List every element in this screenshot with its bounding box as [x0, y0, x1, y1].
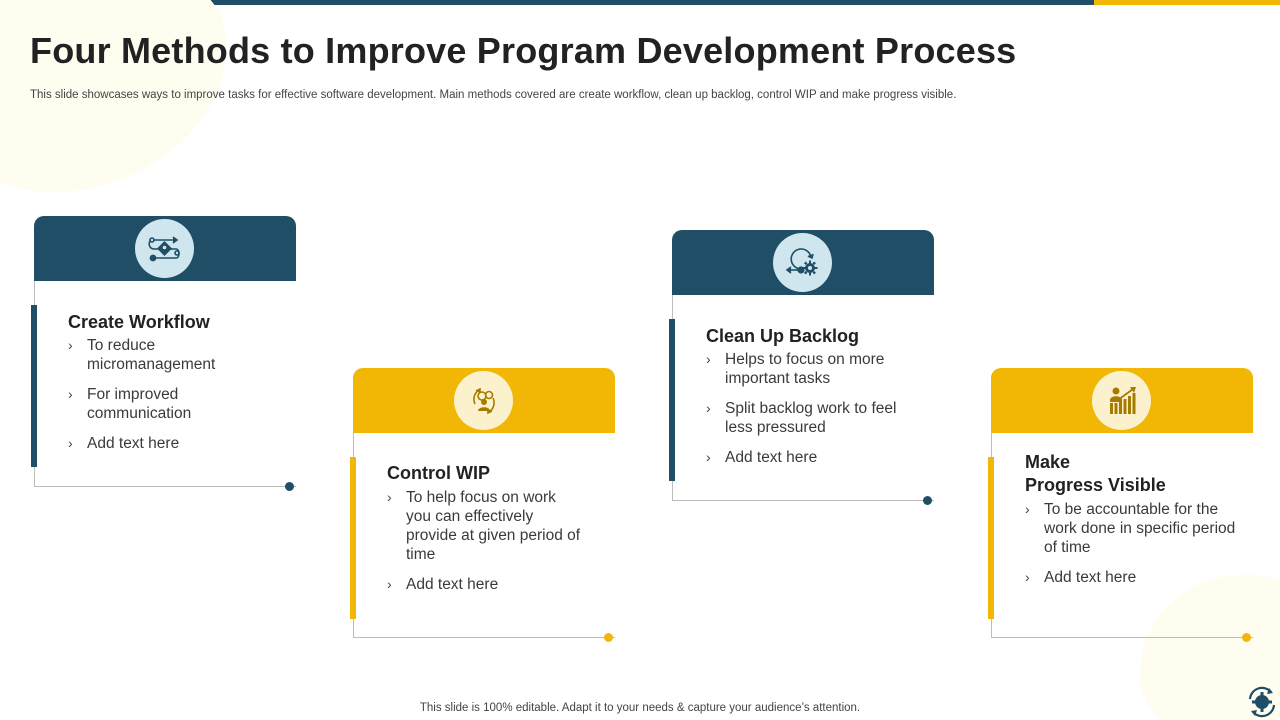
top-accent-bar-navy: [0, 0, 1094, 5]
bullet-list: › To reduce micromanagement › For improved…: [68, 336, 278, 464]
bullet-item: › For improved communication: [68, 386, 192, 422]
chevron-right-icon: ›: [1025, 569, 1030, 585]
bullet-list: › Helps to focus on more important tasks …: [706, 350, 921, 478]
bullet-item: › To help focus on work you can effective…: [387, 489, 581, 563]
card-accent-bar: [988, 457, 994, 619]
bullet-item: › To be accountable for the work done in …: [1025, 501, 1236, 556]
chevron-right-icon: ›: [68, 435, 73, 451]
icon-badge: [454, 371, 513, 430]
chevron-right-icon: ›: [706, 351, 711, 367]
connector-dot: [1242, 633, 1251, 642]
gear-refresh-logo-icon: [1248, 686, 1276, 718]
card-header: [353, 368, 615, 433]
card-accent-bar: [31, 305, 37, 467]
connector-dot: [285, 482, 294, 491]
chevron-right-icon: ›: [68, 386, 73, 402]
card-header: [672, 230, 934, 295]
bullet-item: › Helps to focus on more important tasks: [706, 351, 885, 387]
connector-dot: [604, 633, 613, 642]
icon-badge: [135, 219, 194, 278]
workflow-icon: [147, 235, 180, 261]
chevron-right-icon: ›: [68, 337, 73, 353]
bullet-item: › Add text here: [387, 576, 499, 593]
chevron-right-icon: ›: [1025, 501, 1030, 517]
bullet-list: › To be accountable for the work done in …: [1025, 500, 1240, 598]
card-accent-bar: [350, 457, 356, 619]
card-title: Make Progress Visible: [1025, 452, 1166, 495]
card-header: [34, 216, 296, 281]
bullet-list: › To help focus on work you can effective…: [387, 488, 582, 605]
card-title: Clean Up Backlog: [706, 326, 860, 346]
bullet-item: › To reduce micromanagement: [68, 337, 216, 373]
card-title: Create Workflow: [68, 312, 210, 332]
slide-title: Four Methods to Improve Program Developm…: [30, 30, 1017, 71]
growth-chart-icon: [1109, 386, 1136, 414]
gear-refresh-icon: [785, 247, 817, 275]
chevron-right-icon: ›: [387, 576, 392, 592]
chevron-right-icon: ›: [706, 449, 711, 465]
slide-subtitle: This slide showcases ways to improve tas…: [30, 89, 957, 101]
card-accent-bar: [669, 319, 675, 481]
connector-dot: [923, 496, 932, 505]
gear-team-cycle-icon: [472, 387, 495, 414]
chevron-right-icon: ›: [706, 400, 711, 416]
card-title: Control WIP: [387, 463, 490, 483]
bullet-item: › Add text here: [68, 435, 180, 452]
bullet-item: › Add text here: [706, 449, 818, 466]
slide-footer-note: This slide is 100% editable. Adapt it to…: [419, 702, 861, 714]
icon-badge: [773, 233, 832, 292]
icon-badge: [1092, 371, 1151, 430]
bullet-item: › Split backlog work to feel less pressur…: [706, 400, 897, 436]
bullet-item: › Add text here: [1025, 569, 1137, 586]
chevron-right-icon: ›: [387, 489, 392, 505]
top-accent-bar-yellow: [1094, 0, 1280, 5]
card-header: [991, 368, 1253, 433]
